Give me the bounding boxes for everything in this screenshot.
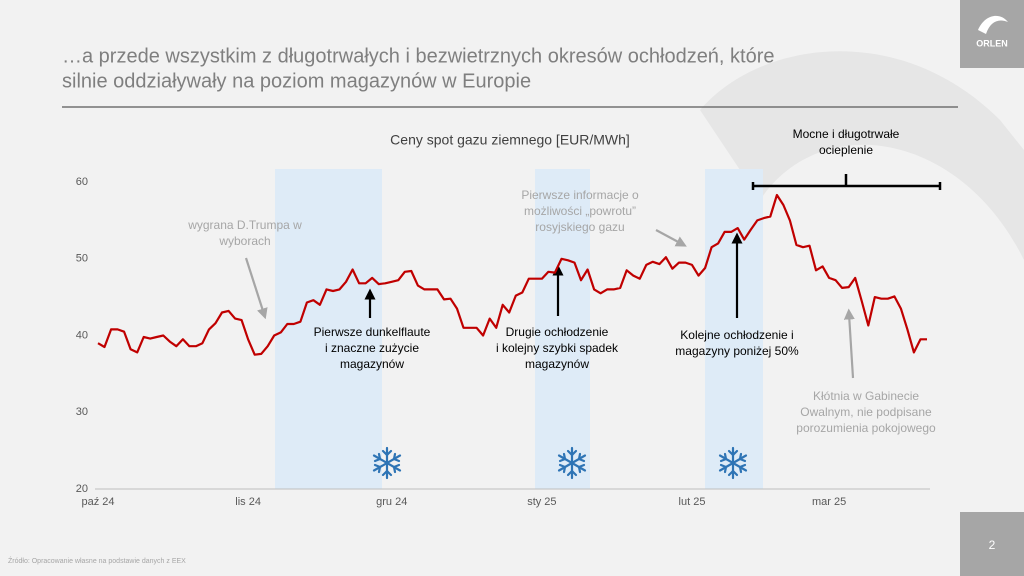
slide-title: silnie oddziaływały na poziom magazynów … <box>62 70 531 92</box>
y-tick-label: 60 <box>76 176 88 188</box>
x-tick-label: lis 24 <box>235 496 261 508</box>
arrow <box>843 308 855 379</box>
annotation: wyborach <box>218 234 270 248</box>
annotation: magazynów <box>525 357 589 371</box>
annotation: i znaczne zużycie <box>325 341 419 355</box>
chart-title: Ceny spot gazu ziemnego [EUR/MWh] <box>390 132 630 148</box>
y-tick-label: 30 <box>76 406 88 418</box>
cold-period <box>275 169 382 489</box>
logo-mark <box>978 15 1008 34</box>
bracket <box>751 174 942 190</box>
cold-period <box>535 169 590 489</box>
logo-box <box>960 0 1024 68</box>
arrow <box>655 229 687 247</box>
annotation: Owalnym, nie podpisane <box>800 405 932 419</box>
arrow <box>244 257 268 320</box>
page-number: 2 <box>989 538 996 552</box>
annotation: i kolejny szybki spadek <box>496 341 619 355</box>
y-tick-label: 40 <box>76 329 88 341</box>
x-tick-label: paź 24 <box>81 496 114 508</box>
price-line <box>97 193 927 356</box>
annotation: możliwości „powrotu” <box>524 204 636 218</box>
annotation: porozumienia pokojowego <box>796 421 936 435</box>
slide-title: …a przede wszystkim z długotrwałych i be… <box>62 45 775 67</box>
annotation: Pierwsze informacje o <box>521 188 639 202</box>
annotation: Pierwsze dunkelflaute <box>314 325 431 339</box>
annotation: Kolejne ochłodzenie i <box>680 328 793 342</box>
cold-period <box>705 169 763 489</box>
x-tick-label: lut 25 <box>679 496 706 508</box>
page-box <box>960 512 1024 576</box>
x-tick-label: gru 24 <box>376 496 407 508</box>
logo-text: ORLEN <box>976 38 1008 48</box>
decor <box>700 51 1024 261</box>
annotation: Kłótnia w Gabinecie <box>813 389 919 403</box>
x-tick-label: mar 25 <box>812 496 846 508</box>
annotation: ocieplenie <box>819 143 873 157</box>
annotation: magazynów <box>340 357 404 371</box>
annotation: magazyny poniżej 50% <box>675 344 799 358</box>
annotation: rosyjskiego gazu <box>535 220 624 234</box>
y-tick-label: 20 <box>76 483 88 495</box>
annotation: Mocne i długotrwałe <box>793 127 900 141</box>
annotation: Drugie ochłodzenie <box>506 325 609 339</box>
source: Źródło: Opracowanie własne na podstawie … <box>8 556 186 565</box>
annotation: wygrana D.Trumpa w <box>187 218 302 232</box>
x-tick-label: sty 25 <box>527 496 556 508</box>
y-tick-label: 50 <box>76 253 88 265</box>
